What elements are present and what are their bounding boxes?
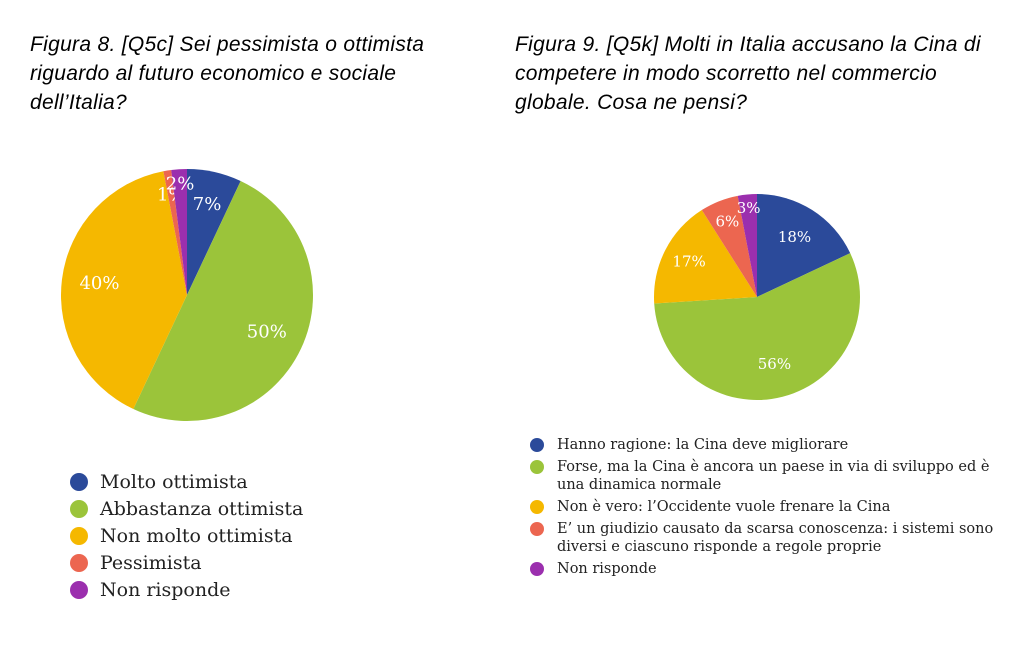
pie-slice	[701, 195, 757, 297]
pie-slice	[133, 180, 314, 421]
slice-label: 56%	[758, 355, 791, 373]
legend-item: Non risponde	[70, 576, 303, 603]
legend-swatch	[530, 460, 544, 474]
legend-swatch	[70, 553, 88, 572]
legend-label: Non molto ottimista	[100, 524, 293, 547]
legend-item: Non risponde	[530, 560, 1000, 578]
pie-chart: 7%50%40%1%2%	[60, 169, 314, 421]
slice-label: 6%	[716, 212, 740, 230]
pie-slice	[654, 253, 860, 400]
legend-item: Hanno ragione: la Cina deve migliorare	[530, 436, 1000, 454]
legend-label: Forse, ma la Cina è ancora un paese in v…	[557, 459, 990, 493]
pie-slice	[737, 194, 757, 297]
chart-legend: Hanno ragione: la Cina deve migliorare Fo…	[530, 436, 1000, 582]
legend-item: Forse, ma la Cina è ancora un paese in v…	[530, 458, 1000, 494]
slice-label: 50%	[247, 322, 287, 343]
slice-label: 7%	[193, 194, 222, 215]
legend-label: Non è vero: l’Occidente vuole frenare la…	[557, 499, 891, 515]
legend-swatch	[70, 526, 88, 545]
legend-item: Molto ottimista	[70, 468, 303, 495]
legend-item: Pessimista	[70, 549, 303, 576]
legend-item: Non è vero: l’Occidente vuole frenare la…	[530, 498, 1000, 516]
legend-swatch	[530, 438, 544, 452]
pie-slice	[60, 171, 187, 410]
pie-slice	[163, 169, 187, 295]
figure-8: Figura 8. [Q5c] Sei pessimista o ottimis…	[0, 0, 500, 660]
legend-swatch	[530, 562, 544, 576]
legend-swatch	[70, 580, 88, 599]
chart-title: Figura 8. [Q5c] Sei pessimista o ottimis…	[30, 33, 425, 114]
pie-chart: 18% 56% 17% 6%3%	[654, 194, 860, 400]
legend-swatch	[70, 472, 88, 491]
slice-label: 3%	[737, 199, 761, 217]
slice-label: 40%	[79, 273, 119, 294]
figure-9: Figura 9. [Q5k] Molti in Italia accusano…	[500, 0, 1024, 660]
legend-item: Abbastanza ottimista	[70, 495, 303, 522]
legend-label: E’ un giudizio causato da scarsa conosce…	[557, 521, 994, 555]
pie-slice	[187, 169, 241, 295]
legend-swatch	[530, 522, 544, 536]
legend-item: E’ un giudizio causato da scarsa conosce…	[530, 520, 1000, 556]
pie-slice	[171, 169, 187, 295]
slice-label: 17%	[672, 252, 705, 270]
chart-title: Figura 9. [Q5k] Molti in Italia accusano…	[515, 33, 981, 114]
legend-swatch	[530, 500, 544, 514]
legend-label: Abbastanza ottimista	[100, 497, 304, 520]
slice-label: 2%	[166, 173, 195, 194]
legend-label: Non risponde	[557, 561, 657, 577]
legend-label: Pessimista	[100, 551, 202, 574]
legend-label: Non risponde	[100, 578, 231, 601]
pie-slice	[757, 194, 851, 297]
pie-slice	[654, 210, 757, 304]
legend-swatch	[70, 499, 88, 518]
chart-legend: Molto ottimista Abbastanza ottimista Non m…	[70, 468, 303, 603]
legend-label: Hanno ragione: la Cina deve migliorare	[557, 437, 849, 453]
legend-label: Molto ottimista	[100, 470, 248, 493]
legend-item: Non molto ottimista	[70, 522, 303, 549]
slice-label: 18%	[778, 228, 811, 246]
